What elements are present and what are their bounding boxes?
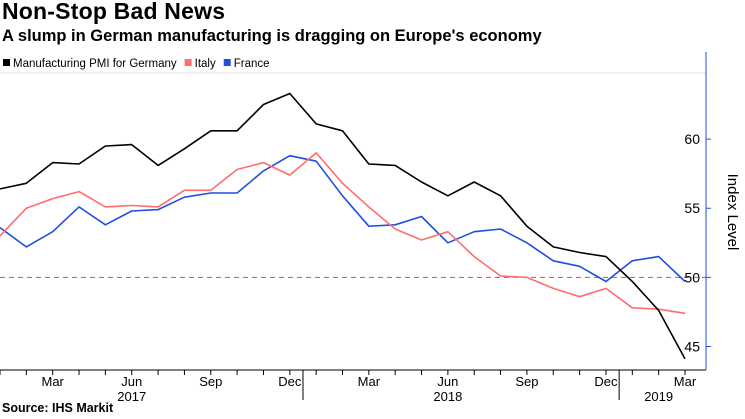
y-tick-label: 60 [684,131,700,147]
x-tick-layer: Mar Jun Sep Dec Mar Jun Sep Dec Mar [0,370,697,389]
x-tick-label: Jun [121,374,142,389]
legend: Manufacturing PMI for Germany Italy France [3,58,270,70]
series-line-france [0,154,686,283]
y-tick-label: 55 [684,200,700,216]
series-layer [0,92,686,360]
x-tick-label: Mar [41,374,64,389]
year-layer: 2017 2018 2019 [117,370,673,404]
x-tick-label: Dec [278,374,302,389]
x-tick-label: Sep [515,374,538,389]
x-tick-label: Sep [199,374,222,389]
chart-subtitle: A slump in German manufacturing is dragg… [2,27,542,45]
legend-swatch [3,59,10,66]
chart-title: Non-Stop Bad News [2,0,226,24]
year-label: 2018 [433,389,462,404]
legend-label: Manufacturing PMI for Germany [13,58,177,70]
y-tick-label: 45 [684,338,700,354]
x-tick-label: Dec [594,374,618,389]
x-tick-label: Jun [437,374,458,389]
source-note: Source: IHS Markit [2,401,114,415]
y-axis-label: Index Level [724,174,741,251]
legend-swatch [223,59,231,66]
series-line-manufacturing-pmi-for-germany [0,92,686,360]
plot-frame [0,52,707,371]
legend-label: France [234,58,270,70]
x-tick-label: Mar [358,374,381,389]
y-tick-label: 50 [684,269,700,285]
year-label: 2017 [117,389,146,404]
y-tick-layer: 45 50 55 60 [684,131,711,354]
legend-swatch [184,59,192,66]
year-label: 2019 [644,389,673,404]
legend-label: Italy [195,58,216,70]
x-tick-label: Mar [674,374,697,389]
series-line-italy [0,152,686,315]
